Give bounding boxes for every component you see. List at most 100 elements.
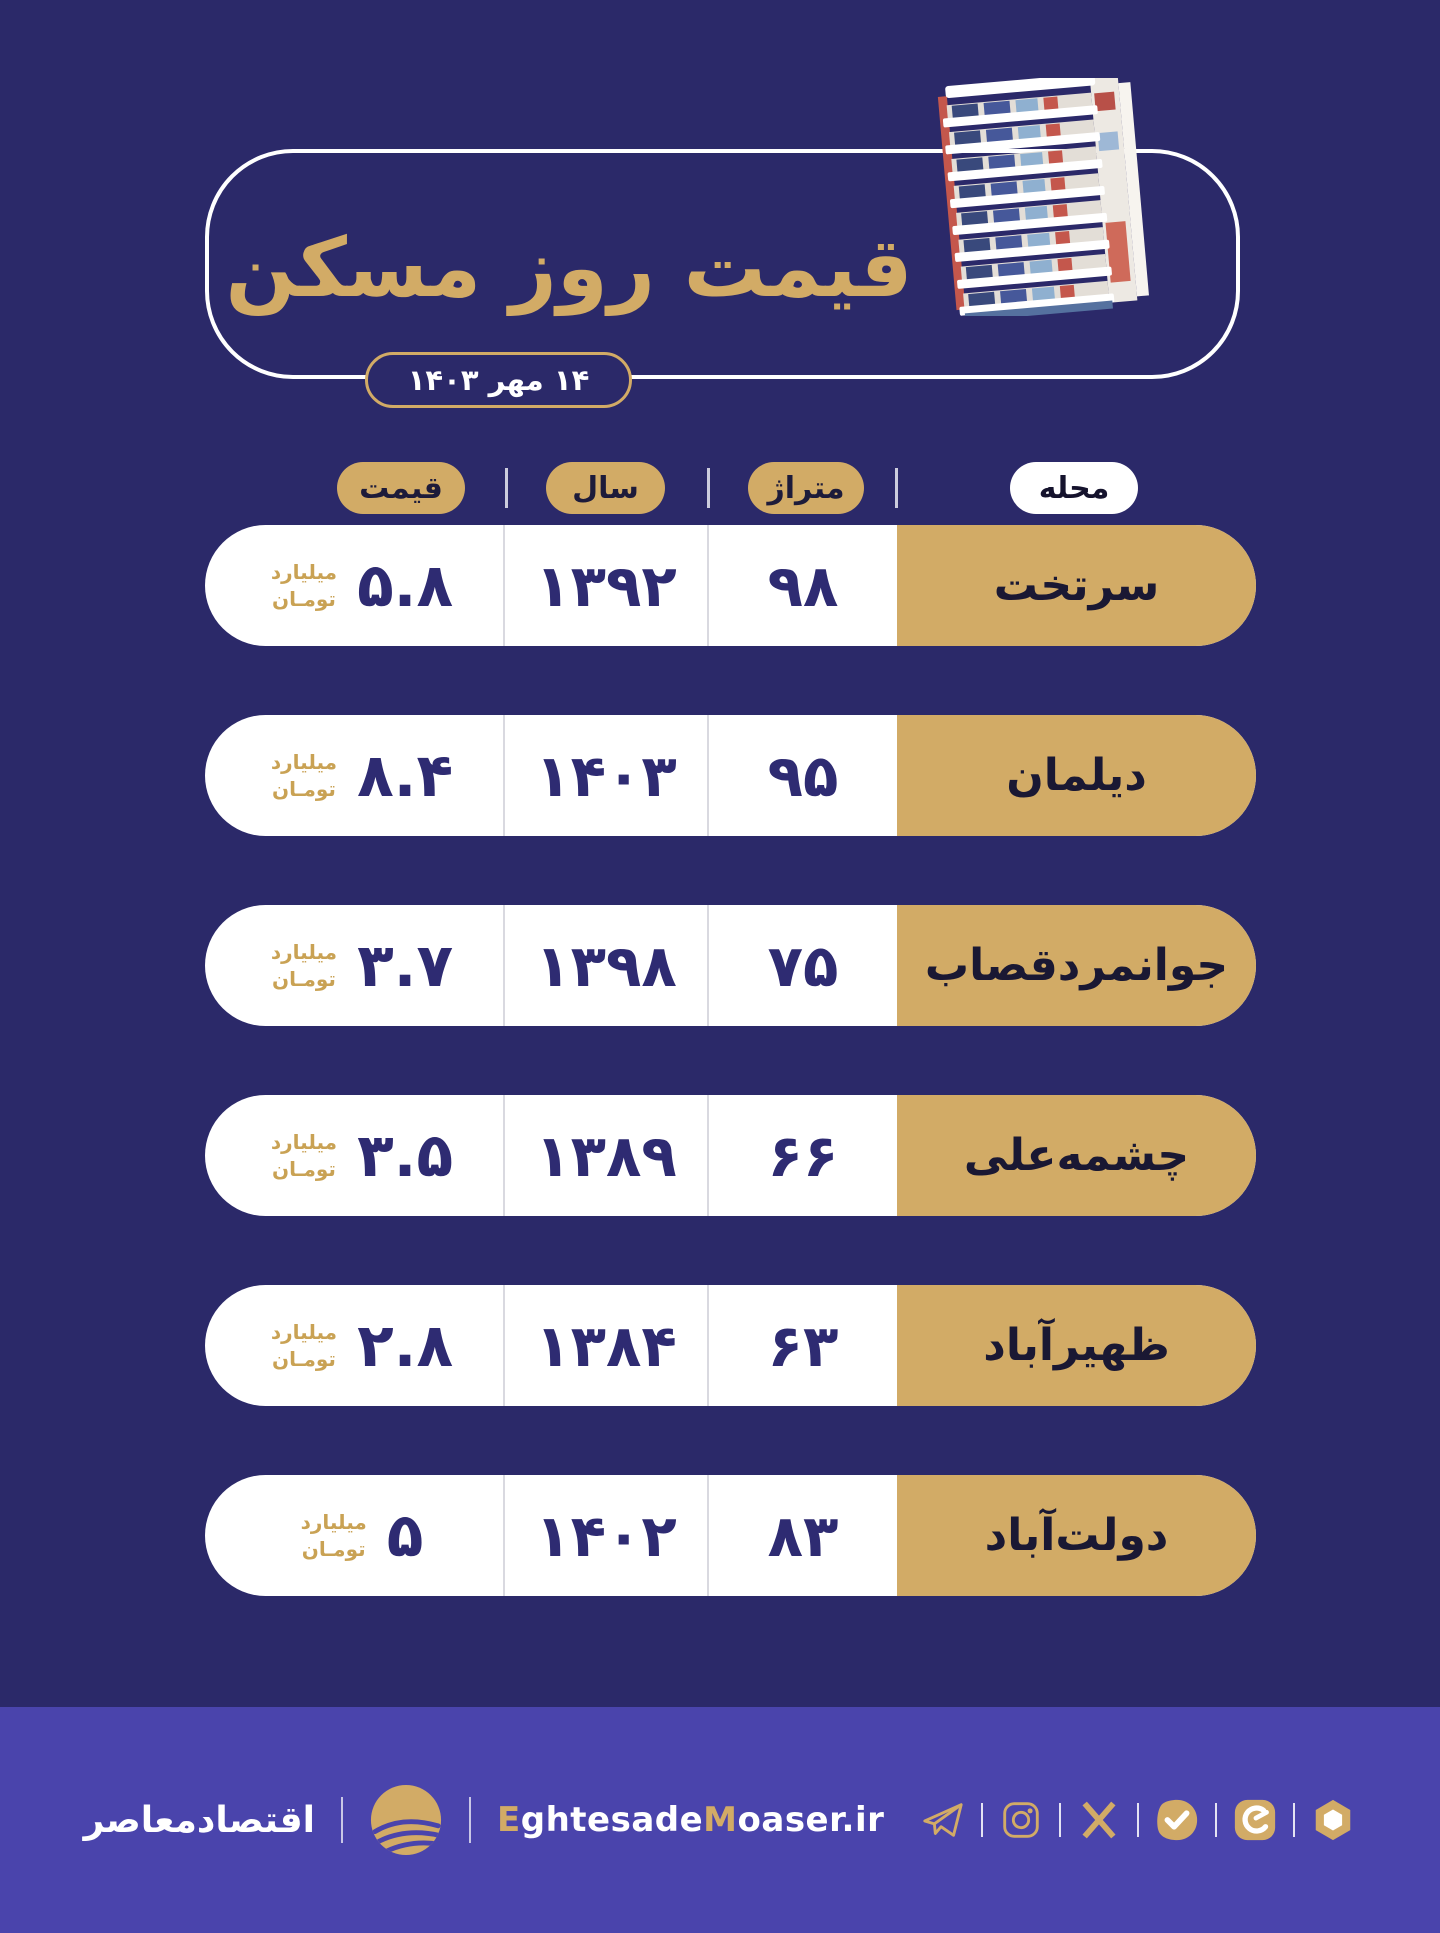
website-url-part: E — [497, 1800, 521, 1840]
column-separator — [895, 468, 898, 508]
area-value: ۶۶ — [767, 1121, 839, 1190]
icon-divider — [1137, 1803, 1140, 1837]
year-value: ۱۳۹۸ — [535, 931, 677, 1000]
price-unit: میلیارد تومـان — [271, 559, 337, 613]
year-value: ۱۴۰۳ — [535, 741, 677, 810]
year-value: ۱۳۸۴ — [535, 1311, 677, 1380]
area-cell: ۷۵ — [709, 905, 897, 1026]
area-value: ۹۵ — [767, 741, 839, 810]
neighborhood-label: دیلمان — [1006, 750, 1147, 801]
area-cell: ۹۵ — [709, 715, 897, 836]
neighborhood-cell: دولت‌آباد — [897, 1475, 1256, 1596]
area-cell: ۶۶ — [709, 1095, 897, 1216]
telegram-icon[interactable] — [920, 1797, 966, 1843]
area-value: ۸۳ — [767, 1501, 839, 1570]
brand-name-farsi: اقتصادمعاصر — [83, 1799, 315, 1841]
bale-icon[interactable] — [1154, 1797, 1200, 1843]
neighborhood-label: جوانمردقصاب — [924, 940, 1229, 991]
price-unit-line1: میلیارد — [270, 1129, 338, 1154]
icon-divider — [1215, 1803, 1218, 1837]
table-row: دولت‌آباد ۸۳ ۱۴۰۲ ۵ میلیارد تومـان — [205, 1475, 1256, 1596]
neighborhood-label: ظهیرآباد — [983, 1320, 1170, 1371]
price-value: ۵ — [386, 1500, 424, 1571]
eghtesad-moaser-logo — [370, 1784, 442, 1856]
column-header-year: سال — [546, 462, 665, 514]
price-cell: ۳.۵ میلیارد تومـان — [205, 1095, 503, 1216]
price-unit-line2: تومـان — [272, 966, 336, 991]
area-value: ۹۸ — [767, 551, 839, 620]
eitaa-icon[interactable] — [1232, 1797, 1278, 1843]
area-value: ۶۳ — [767, 1311, 839, 1380]
x-twitter-icon[interactable] — [1076, 1797, 1122, 1843]
column-header-area: متراژ — [748, 462, 864, 514]
year-cell: ۱۳۸۴ — [503, 1285, 709, 1406]
social-icons — [920, 1797, 1356, 1843]
price-value: ۳.۵ — [357, 1120, 454, 1191]
icon-divider — [1059, 1803, 1062, 1837]
price-unit: میلیارد تومـان — [271, 1129, 337, 1183]
column-header-neighborhood: محله — [1010, 462, 1138, 514]
price-unit-line2: تومـان — [272, 586, 336, 611]
price-cell: ۵ میلیارد تومـان — [205, 1475, 503, 1596]
icon-divider — [981, 1803, 984, 1837]
price-unit: میلیارد تومـان — [271, 939, 337, 993]
year-cell: ۱۴۰۲ — [503, 1475, 709, 1596]
area-value: ۷۵ — [767, 931, 839, 1000]
year-cell: ۱۳۸۹ — [503, 1095, 709, 1216]
price-unit-line1: میلیارد — [270, 939, 338, 964]
neighborhood-label: سرتخت — [993, 560, 1160, 611]
price-unit: میلیارد تومـان — [271, 749, 337, 803]
price-unit-line2: تومـان — [272, 1156, 336, 1181]
neighborhood-cell: سرتخت — [897, 525, 1256, 646]
year-value: ۱۴۰۲ — [535, 1501, 677, 1570]
price-unit-line2: تومـان — [272, 776, 336, 801]
price-cell: ۵.۸ میلیارد تومـان — [205, 525, 503, 646]
footer-divider — [341, 1797, 343, 1843]
price-unit-line1: میلیارد — [270, 559, 338, 584]
price-unit-line1: میلیارد — [270, 1319, 338, 1344]
price-unit-line1: میلیارد — [270, 749, 338, 774]
website-url-part: ghtesade — [520, 1800, 704, 1840]
column-separator — [707, 468, 710, 508]
price-cell: ۳.۷ میلیارد تومـان — [205, 905, 503, 1026]
website-url-part: M — [703, 1800, 738, 1840]
footer-divider — [469, 1797, 471, 1843]
instagram-icon[interactable] — [998, 1797, 1044, 1843]
column-headers: قیمت سال متراژ محله — [0, 462, 1440, 514]
building-image — [937, 78, 1149, 316]
icon-divider — [1293, 1803, 1296, 1837]
price-unit: میلیارد تومـان — [271, 1319, 337, 1373]
date-badge: ۱۴ مهر ۱۴۰۳ — [365, 352, 632, 408]
year-value: ۱۳۹۲ — [535, 551, 677, 620]
price-unit-line1: میلیارد — [300, 1509, 367, 1534]
table-row: ظهیرآباد ۶۳ ۱۳۸۴ ۲.۸ میلیارد تومـان — [205, 1285, 1256, 1406]
table-row: جوانمردقصاب ۷۵ ۱۳۹۸ ۳.۷ میلیارد تومـان — [205, 905, 1256, 1026]
area-cell: ۹۸ — [709, 525, 897, 646]
neighborhood-cell: دیلمان — [897, 715, 1256, 836]
website-url-part: oaser.ir — [737, 1800, 885, 1840]
footer-bar: اقتصادمعاصر EghtesadeMoaser.ir — [0, 1707, 1440, 1933]
table-row: چشمه‌علی ۶۶ ۱۳۸۹ ۳.۵ میلیارد تومـان — [205, 1095, 1256, 1216]
price-value: ۸.۴ — [357, 740, 454, 811]
neighborhood-cell: چشمه‌علی — [897, 1095, 1256, 1216]
column-separator — [505, 468, 508, 508]
area-cell: ۶۳ — [709, 1285, 897, 1406]
neighborhood-cell: ظهیرآباد — [897, 1285, 1256, 1406]
column-header-price: قیمت — [337, 462, 465, 514]
rubika-icon[interactable] — [1310, 1797, 1356, 1843]
area-cell: ۸۳ — [709, 1475, 897, 1596]
year-cell: ۱۳۹۲ — [503, 525, 709, 646]
price-unit-line2: تومـان — [301, 1536, 366, 1561]
year-value: ۱۳۸۹ — [535, 1121, 677, 1190]
price-value: ۳.۷ — [357, 930, 454, 1001]
table-row: دیلمان ۹۵ ۱۴۰۳ ۸.۴ میلیارد تومـان — [205, 715, 1256, 836]
neighborhood-label: دولت‌آباد — [984, 1510, 1169, 1561]
year-cell: ۱۳۹۸ — [503, 905, 709, 1026]
table-row: سرتخت ۹۸ ۱۳۹۲ ۵.۸ میلیارد تومـان — [205, 525, 1256, 646]
price-cell: ۸.۴ میلیارد تومـان — [205, 715, 503, 836]
website-url[interactable]: EghtesadeMoaser.ir — [497, 1800, 884, 1840]
price-cell: ۲.۸ میلیارد تومـان — [205, 1285, 503, 1406]
price-value: ۲.۸ — [357, 1310, 454, 1381]
price-value: ۵.۸ — [357, 550, 454, 621]
